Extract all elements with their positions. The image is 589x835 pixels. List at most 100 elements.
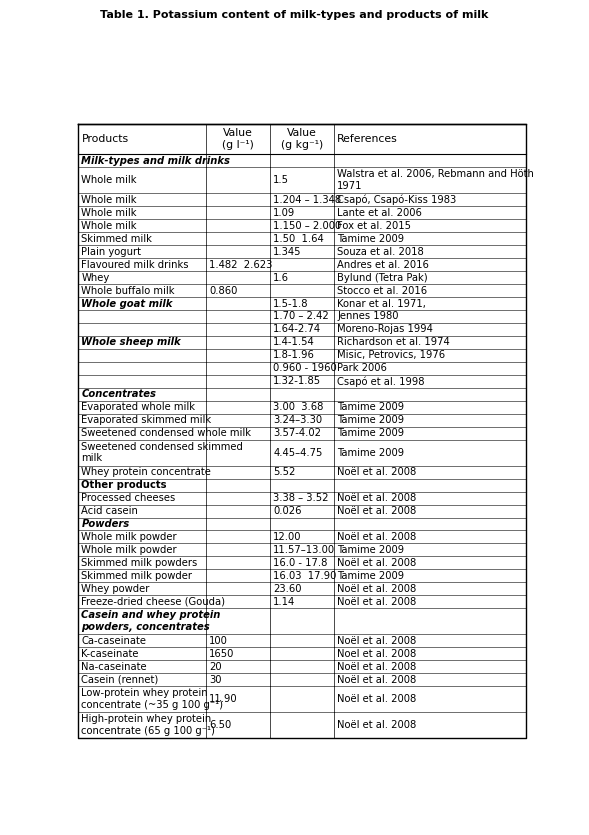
Text: Walstra et al. 2006, Rebmann and Höth
1971: Walstra et al. 2006, Rebmann and Höth 19…: [337, 170, 534, 191]
Text: Milk-types and milk drinks: Milk-types and milk drinks: [81, 156, 230, 166]
Text: 1650: 1650: [209, 649, 234, 659]
Text: Flavoured milk drinks: Flavoured milk drinks: [81, 260, 189, 270]
Text: Tamime 2009: Tamime 2009: [337, 234, 404, 244]
Text: 1.70 – 2.42: 1.70 – 2.42: [273, 311, 329, 321]
Text: 20: 20: [209, 661, 222, 671]
Text: Park 2006: Park 2006: [337, 363, 387, 373]
Text: Stocco et al. 2016: Stocco et al. 2016: [337, 286, 427, 296]
Text: 11.57–13.00: 11.57–13.00: [273, 545, 335, 555]
Text: Csapó, Csapó-Kiss 1983: Csapó, Csapó-Kiss 1983: [337, 195, 456, 205]
Text: 1.09: 1.09: [273, 208, 295, 218]
Text: 6.50: 6.50: [209, 720, 231, 730]
Text: Noël et al. 2008: Noël et al. 2008: [337, 506, 416, 516]
Text: Whole milk: Whole milk: [81, 208, 137, 218]
Text: 1.5: 1.5: [273, 175, 289, 185]
Text: Sweetened condensed skimmed
milk: Sweetened condensed skimmed milk: [81, 442, 243, 463]
Text: Noël et al. 2008: Noël et al. 2008: [337, 675, 416, 685]
Text: Whole goat milk: Whole goat milk: [81, 298, 173, 308]
Text: 1.5-1.8: 1.5-1.8: [273, 298, 309, 308]
Text: 11.90: 11.90: [209, 694, 238, 704]
Text: 3.00  3.68: 3.00 3.68: [273, 402, 323, 412]
Text: Noël et al. 2008: Noël et al. 2008: [337, 720, 416, 730]
Text: 16.0 - 17.8: 16.0 - 17.8: [273, 558, 327, 568]
Text: 0.026: 0.026: [273, 506, 302, 516]
Text: Noël et al. 2008: Noël et al. 2008: [337, 467, 416, 477]
Text: Whole sheep milk: Whole sheep milk: [81, 337, 181, 347]
Text: 12.00: 12.00: [273, 532, 302, 542]
Text: Freeze-dried cheese (Gouda): Freeze-dried cheese (Gouda): [81, 597, 226, 607]
Text: Bylund (Tetra Pak): Bylund (Tetra Pak): [337, 272, 428, 282]
Text: Csapó et al. 1998: Csapó et al. 1998: [337, 376, 425, 387]
Text: 0.960 - 1960: 0.960 - 1960: [273, 363, 337, 373]
Text: Whole milk powder: Whole milk powder: [81, 532, 177, 542]
Text: Misic, Petrovics, 1976: Misic, Petrovics, 1976: [337, 351, 445, 361]
Text: 1.8-1.96: 1.8-1.96: [273, 351, 315, 361]
Text: References: References: [337, 134, 398, 144]
Text: Whey: Whey: [81, 272, 110, 282]
Text: Whole milk powder: Whole milk powder: [81, 545, 177, 555]
Text: Lante et al. 2006: Lante et al. 2006: [337, 208, 422, 218]
Text: Sweetened condensed whole milk: Sweetened condensed whole milk: [81, 428, 252, 438]
Text: Whole buffalo milk: Whole buffalo milk: [81, 286, 175, 296]
Text: 16.03  17.90: 16.03 17.90: [273, 571, 336, 581]
Text: Tamime 2009: Tamime 2009: [337, 448, 404, 458]
Text: Skimmed milk powders: Skimmed milk powders: [81, 558, 198, 568]
Text: Casein (rennet): Casein (rennet): [81, 675, 158, 685]
Text: Noël et al. 2008: Noël et al. 2008: [337, 694, 416, 704]
Text: Value
(g kg⁻¹): Value (g kg⁻¹): [281, 129, 323, 150]
Text: Richardson et al. 1974: Richardson et al. 1974: [337, 337, 450, 347]
Text: Tamime 2009: Tamime 2009: [337, 545, 404, 555]
Text: 3.24–3.30: 3.24–3.30: [273, 415, 322, 425]
Text: Fox et al. 2015: Fox et al. 2015: [337, 220, 411, 230]
Text: 1.4-1.54: 1.4-1.54: [273, 337, 315, 347]
Text: 0.860: 0.860: [209, 286, 237, 296]
Text: Casein and whey protein
powders, concentrates: Casein and whey protein powders, concent…: [81, 610, 221, 632]
Text: Processed cheeses: Processed cheeses: [81, 493, 176, 503]
Text: Whole milk: Whole milk: [81, 220, 137, 230]
Text: Other products: Other products: [81, 480, 167, 490]
Text: 100: 100: [209, 635, 228, 645]
Text: Noël et al. 2008: Noël et al. 2008: [337, 532, 416, 542]
Text: Noël et al. 2008: Noël et al. 2008: [337, 597, 416, 607]
Text: 1.204 – 1.348: 1.204 – 1.348: [273, 195, 341, 205]
Text: Products: Products: [81, 134, 128, 144]
Text: 4.45–4.75: 4.45–4.75: [273, 448, 323, 458]
Text: Tamime 2009: Tamime 2009: [337, 571, 404, 581]
Text: Moreno-Rojas 1994: Moreno-Rojas 1994: [337, 325, 433, 335]
Text: Ca-caseinate: Ca-caseinate: [81, 635, 147, 645]
Text: 30: 30: [209, 675, 221, 685]
Text: 1.50  1.64: 1.50 1.64: [273, 234, 324, 244]
Text: Noel et al. 2008: Noel et al. 2008: [337, 649, 416, 659]
Text: Konar et al. 1971,: Konar et al. 1971,: [337, 298, 426, 308]
Text: Table 1. Potassium content of milk-types and products of milk: Table 1. Potassium content of milk-types…: [100, 10, 489, 20]
Text: Whey powder: Whey powder: [81, 584, 150, 594]
Text: Tamime 2009: Tamime 2009: [337, 402, 404, 412]
Text: Powders: Powders: [81, 519, 130, 529]
Text: Noël et al. 2008: Noël et al. 2008: [337, 661, 416, 671]
Text: Jennes 1980: Jennes 1980: [337, 311, 399, 321]
Text: 1.64-2.74: 1.64-2.74: [273, 325, 321, 335]
Text: Andres et al. 2016: Andres et al. 2016: [337, 260, 429, 270]
Text: Noël et al. 2008: Noël et al. 2008: [337, 584, 416, 594]
Text: 1.6: 1.6: [273, 272, 289, 282]
Text: Noël et al. 2008: Noël et al. 2008: [337, 493, 416, 503]
Text: Low-protein whey protein
concentrate (~35 g 100 g⁻¹): Low-protein whey protein concentrate (~3…: [81, 688, 223, 710]
Text: 1.482  2.623: 1.482 2.623: [209, 260, 273, 270]
Text: Noël et al. 2008: Noël et al. 2008: [337, 635, 416, 645]
Text: Souza et al. 2018: Souza et al. 2018: [337, 246, 423, 256]
Text: Skimmed milk powder: Skimmed milk powder: [81, 571, 193, 581]
Text: 1.150 – 2.000: 1.150 – 2.000: [273, 220, 342, 230]
Text: 23.60: 23.60: [273, 584, 302, 594]
Text: 3.57-4.02: 3.57-4.02: [273, 428, 321, 438]
Text: Whole milk: Whole milk: [81, 195, 137, 205]
Text: Acid casein: Acid casein: [81, 506, 138, 516]
Text: Evaporated skimmed milk: Evaporated skimmed milk: [81, 415, 211, 425]
Text: Noël et al. 2008: Noël et al. 2008: [337, 558, 416, 568]
Text: K-caseinate: K-caseinate: [81, 649, 139, 659]
Text: Whole milk: Whole milk: [81, 175, 137, 185]
Text: Whey protein concentrate: Whey protein concentrate: [81, 467, 211, 477]
Text: Evaporated whole milk: Evaporated whole milk: [81, 402, 196, 412]
Text: High-protein whey protein
concentrate (65 g 100 g⁻¹): High-protein whey protein concentrate (6…: [81, 714, 215, 736]
Text: Skimmed milk: Skimmed milk: [81, 234, 153, 244]
Text: Tamime 2009: Tamime 2009: [337, 415, 404, 425]
